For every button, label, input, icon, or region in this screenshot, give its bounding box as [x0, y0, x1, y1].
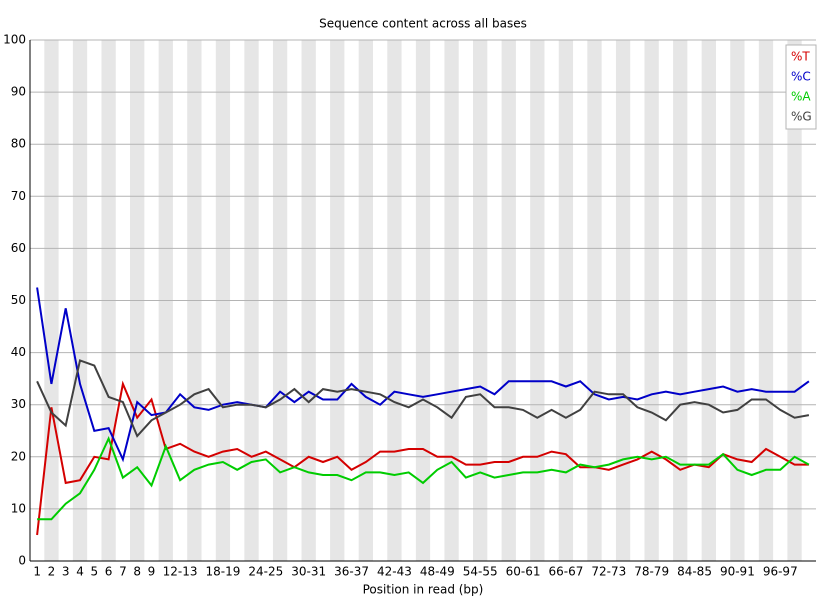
x-tick-label: 30-31 [291, 565, 326, 579]
y-tick-label: 50 [11, 293, 26, 307]
x-tick-label: 8 [133, 565, 141, 579]
y-tick-label: 20 [11, 449, 26, 463]
x-tick-label: 36-37 [334, 565, 369, 579]
x-tick-label: 60-61 [506, 565, 541, 579]
x-tick-label: 12-13 [163, 565, 198, 579]
y-tick-label: 90 [11, 85, 26, 99]
chart-title: Sequence content across all bases [319, 17, 527, 31]
x-tick-label: 7 [119, 565, 127, 579]
x-tick-label: 90-91 [720, 565, 755, 579]
legend-label: %A [791, 90, 811, 104]
y-tick-label: 30 [11, 397, 26, 411]
x-tick-label: 4 [76, 565, 84, 579]
x-tick-label: 42-43 [377, 565, 412, 579]
x-axis-label: Position in read (bp) [363, 583, 484, 597]
legend-label: %T [791, 50, 810, 64]
y-tick-label: 80 [11, 137, 26, 151]
y-tick-label: 40 [11, 345, 26, 359]
x-tick-label: 66-67 [548, 565, 583, 579]
legend-label: %G [791, 110, 812, 124]
x-tick-label: 72-73 [591, 565, 626, 579]
x-tick-label: 18-19 [205, 565, 240, 579]
series-line [37, 435, 810, 521]
y-tick-label: 100 [3, 33, 26, 47]
legend-label: %C [791, 70, 811, 84]
x-tick-label: 3 [62, 565, 70, 579]
y-tick-label: 0 [18, 554, 26, 568]
y-tick-label: 70 [11, 189, 26, 203]
x-tick-label: 6 [105, 565, 113, 579]
x-tick-label: 9 [148, 565, 156, 579]
y-tick-label: 10 [11, 501, 26, 515]
y-tick-label: 60 [11, 241, 26, 255]
x-tick-label: 78-79 [634, 565, 669, 579]
x-tick-label: 84-85 [677, 565, 712, 579]
x-tick-label: 5 [90, 565, 98, 579]
x-tick-label: 1 [33, 565, 41, 579]
x-tick-label: 2 [48, 565, 56, 579]
x-tick-label: 24-25 [248, 565, 283, 579]
legend-box [785, 44, 817, 130]
x-tick-label: 96-97 [763, 565, 798, 579]
x-tick-label: 54-55 [463, 565, 498, 579]
x-tick-label: 48-49 [420, 565, 455, 579]
series-line [36, 359, 810, 438]
